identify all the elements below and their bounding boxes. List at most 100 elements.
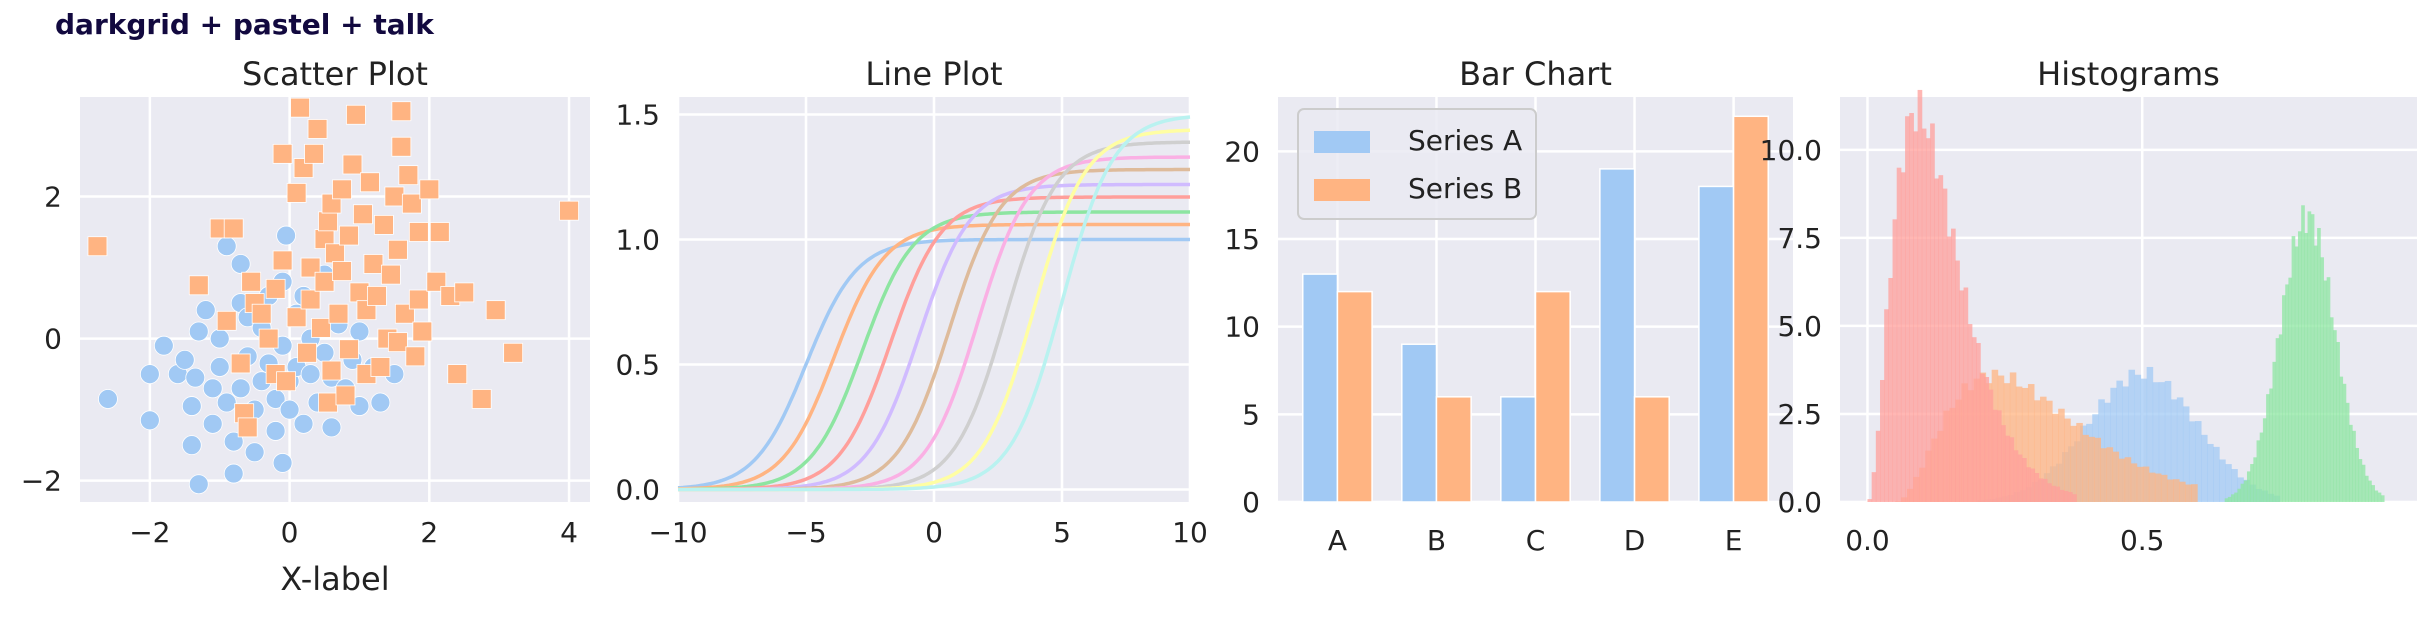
- histogram-bin: [2278, 334, 2283, 502]
- histogram-bin: [2256, 440, 2261, 502]
- bar-series-b: [1534, 290, 1571, 503]
- histogram-bin: [2250, 464, 2254, 502]
- line-series: [677, 115, 1191, 492]
- histogram-bin: [2179, 481, 2186, 502]
- histogram-bin: [1980, 373, 1985, 502]
- x-tick-label: 0: [281, 516, 299, 549]
- histogram-bin: [2152, 382, 2160, 502]
- legend-label: Series A: [1408, 124, 1522, 157]
- histogram-bin: [2128, 369, 2136, 502]
- scatter-point-square: [419, 179, 440, 200]
- scatter-point-circle: [153, 335, 174, 356]
- scatter-point-circle: [202, 378, 223, 399]
- scatter-point-square: [304, 143, 324, 164]
- histogram-bin: [2082, 434, 2089, 502]
- histogram-bin: [2116, 380, 2123, 502]
- scatter-point-square: [286, 183, 307, 203]
- histogram-bin: [1867, 499, 1873, 502]
- histogram-bin: [2313, 245, 2318, 502]
- x-tick-label: 4: [560, 516, 578, 549]
- scatter-point-square: [297, 342, 317, 363]
- scatter-point-square: [314, 271, 335, 292]
- histogram-bin: [1888, 277, 1894, 502]
- plot-background: [80, 97, 590, 502]
- histogram-bin: [2342, 383, 2347, 502]
- histograms-axes: 0.0 0.5 0.0 2.5 5.0 7.5 10.0 Histograms: [1760, 55, 2417, 557]
- histogram-bin: [2320, 257, 2324, 502]
- x-tick-label: 5: [1053, 516, 1071, 549]
- histogram-bin: [2246, 471, 2251, 502]
- y-tick-label: 0.0: [1777, 486, 1822, 519]
- histogram-bin: [2207, 443, 2214, 502]
- bar-series-a: [1698, 185, 1735, 503]
- histogram-bin: [1892, 219, 1898, 502]
- y-tick-label: 0: [44, 323, 62, 356]
- scatter-point-square: [272, 250, 293, 271]
- scatter-point-circle: [188, 474, 209, 495]
- x-tick-label: 0.5: [2120, 524, 2165, 557]
- scatter-point-square: [286, 307, 307, 328]
- figure-suptitle: darkgrid + pastel + talk: [55, 8, 434, 41]
- histogram-bin: [2112, 451, 2120, 502]
- histogram-bin: [2329, 317, 2334, 502]
- y-tick-label: −2: [21, 465, 62, 498]
- histogram-bin: [1976, 343, 1981, 502]
- histogram-bin: [2374, 490, 2379, 502]
- histogram-bin: [2154, 473, 2162, 502]
- scatter-point-circle: [209, 328, 230, 349]
- histogram-bin: [2269, 388, 2273, 502]
- scatter-point-square: [290, 97, 310, 118]
- bar-series-b: [1732, 115, 1769, 503]
- histogram-bin: [1992, 409, 1998, 502]
- histogram-bin: [2355, 447, 2360, 502]
- line-plot-axes: −10 −5 0 5 10 0.0 0.5 1.0 1.5 Line Plot: [615, 55, 1207, 549]
- scatter-point-square: [485, 300, 506, 321]
- histogram-bin: [2275, 338, 2280, 502]
- histogram-bin: [1938, 175, 1944, 503]
- scatter-point-square: [471, 389, 492, 409]
- scatter-point-circle: [181, 396, 202, 416]
- scatter-point-square: [363, 254, 384, 274]
- legend-label: Series B: [1408, 172, 1522, 205]
- histogram-bin: [2022, 458, 2027, 502]
- scatter-point-circle: [185, 367, 206, 388]
- x-tick-label: 2: [420, 516, 438, 549]
- histogram-bin: [1942, 188, 1948, 502]
- histogram-bin: [2231, 494, 2235, 502]
- scatter-point-circle: [216, 392, 237, 413]
- histogram-bin: [2294, 246, 2299, 502]
- histogram-bin: [2033, 400, 2041, 502]
- histogram-bin: [2030, 468, 2036, 502]
- scatter-point-square: [188, 275, 209, 296]
- scatter-point-circle: [98, 389, 118, 409]
- histogram-bin: [2336, 341, 2340, 502]
- x-tick-label: −10: [648, 516, 707, 549]
- scatter-point-circle: [265, 421, 286, 441]
- scatter-point-circle: [202, 413, 223, 434]
- scatter-point-square: [391, 101, 412, 122]
- histogram-bin: [2064, 418, 2071, 502]
- line-series-path: [678, 115, 1191, 492]
- histogram-bin: [1875, 430, 1881, 502]
- histogram-bin: [2070, 425, 2077, 502]
- histogram-bin: [2001, 425, 2006, 502]
- histogram-bin: [2026, 467, 2031, 502]
- histogram-bin: [2176, 397, 2184, 502]
- line-series-path: [678, 210, 1190, 492]
- histogram-bin: [2194, 421, 2202, 502]
- scatter-point-square: [318, 211, 338, 232]
- scatter-point-circle: [188, 321, 209, 342]
- histogram-bin: [1925, 138, 1931, 502]
- bar-series-b: [1435, 396, 1472, 503]
- histogram-bin: [2170, 399, 2178, 502]
- scatter-point-circle: [244, 442, 265, 463]
- histogram-bin: [2339, 376, 2344, 502]
- scatter-point-square: [223, 218, 244, 239]
- scatter-point-square: [265, 278, 286, 299]
- bar-series-b: [1336, 290, 1373, 503]
- scatter-point-circle: [216, 236, 237, 257]
- histogram-bin: [2106, 447, 2114, 502]
- histogram-bin: [1988, 389, 1994, 502]
- histogram-bin: [2266, 394, 2270, 502]
- histogram-bars: [1867, 89, 2385, 503]
